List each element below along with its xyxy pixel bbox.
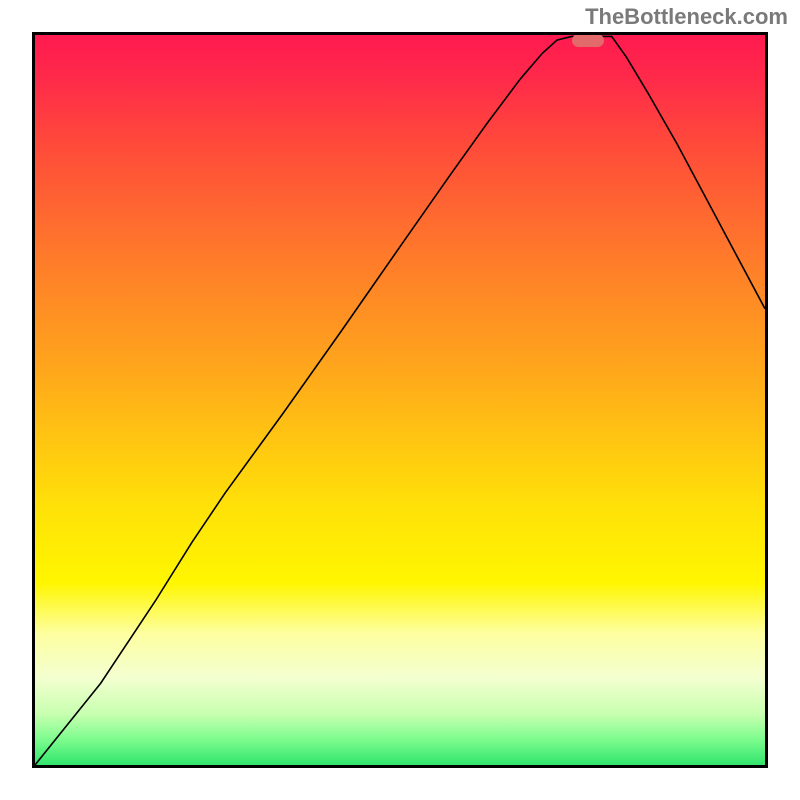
plot-area [32, 32, 768, 768]
optimal-marker [572, 34, 604, 47]
watermark-text: TheBottleneck.com [585, 4, 788, 30]
bottleneck-curve [35, 35, 765, 765]
chart-container: TheBottleneck.com [0, 0, 800, 800]
